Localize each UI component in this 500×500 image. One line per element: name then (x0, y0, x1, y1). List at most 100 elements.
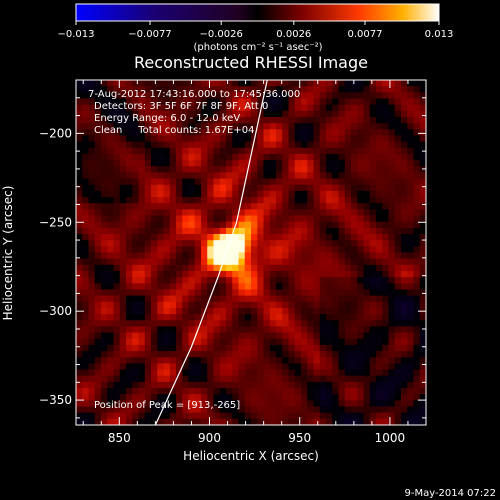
heatmap-cell (201, 190, 208, 198)
heatmap-cell (326, 320, 333, 327)
heatmap-cell (194, 277, 202, 284)
heatmap-cell (207, 320, 214, 327)
heatmap-cell (332, 116, 339, 124)
heatmap-cell (88, 295, 96, 303)
heatmap-cell (307, 234, 314, 241)
heatmap-cell (213, 80, 221, 87)
heatmap-cell (76, 344, 83, 352)
heatmap-cell (151, 270, 158, 278)
heatmap-cell (182, 314, 189, 321)
heatmap-cell (388, 209, 396, 217)
heatmap-cell (144, 344, 152, 352)
heatmap-cell (313, 240, 321, 247)
heatmap-cell (126, 86, 133, 93)
heatmap-cell (394, 116, 402, 124)
heatmap-cell (207, 86, 214, 93)
heatmap-cell (276, 227, 283, 235)
heatmap-cell (176, 135, 183, 143)
heatmap-cell (176, 129, 183, 136)
heatmap-cell (251, 246, 258, 253)
heatmap-cell (238, 277, 246, 284)
heatmap-cell (163, 197, 171, 204)
heatmap-cell (119, 258, 127, 266)
heatmap-cell (369, 203, 377, 210)
heatmap-cell (363, 209, 371, 217)
heatmap-cell (201, 240, 208, 247)
heatmap-cell (244, 412, 252, 420)
heatmap-cell (257, 92, 264, 99)
heatmap-cell (351, 369, 358, 377)
heatmap-cell (313, 172, 321, 180)
heatmap-cell (357, 104, 364, 112)
heatmap-cell (169, 178, 177, 186)
heatmap-cell (201, 338, 208, 346)
heatmap-cell (269, 307, 277, 315)
heatmap-cell (82, 129, 89, 136)
heatmap-cell (138, 357, 146, 364)
heatmap-cell (238, 135, 246, 143)
heatmap-cell (144, 190, 152, 198)
heatmap-cell (219, 209, 227, 217)
heatmap-cell (82, 92, 89, 99)
heatmap-cell (369, 270, 377, 278)
heatmap-cell (126, 98, 133, 106)
heatmap-cell (407, 98, 414, 106)
heatmap-cell (338, 295, 346, 303)
heatmap-cell (307, 184, 314, 192)
heatmap-cell (101, 178, 108, 186)
heatmap-cell (338, 369, 346, 377)
heatmap-cell (226, 197, 233, 204)
heatmap-cell (82, 307, 89, 315)
heatmap-cell (151, 246, 158, 253)
heatmap-cell (276, 92, 283, 99)
heatmap-cell (382, 258, 389, 266)
heatmap-cell (207, 166, 214, 173)
heatmap-cell (213, 246, 221, 253)
heatmap-cell (307, 141, 314, 149)
heatmap-cell (401, 246, 408, 253)
heatmap-cell (119, 326, 127, 334)
heatmap-cell (263, 203, 271, 210)
heatmap-cell (194, 388, 202, 395)
heatmap-cell (319, 264, 327, 272)
heatmap-cell (232, 270, 239, 278)
heatmap-cell (413, 314, 421, 321)
heatmap-cell (257, 234, 264, 241)
heatmap-cell (113, 270, 121, 278)
heatmap-cell (163, 314, 171, 321)
heatmap-cell (113, 116, 121, 124)
heatmap-cell (394, 141, 402, 149)
heatmap-cell (126, 190, 133, 198)
heatmap-cell (288, 197, 296, 204)
heatmap-cell (238, 178, 246, 186)
heatmap-cell (207, 283, 214, 290)
heatmap-cell (363, 388, 371, 395)
heatmap-cell (307, 406, 314, 414)
heatmap-cell (182, 369, 189, 377)
heatmap-cell (194, 147, 202, 155)
heatmap-cell (151, 307, 158, 315)
heatmap-cell (319, 86, 327, 93)
heatmap-cell (219, 141, 227, 149)
heatmap-cell (363, 203, 371, 210)
heatmap-cell (82, 172, 89, 180)
heatmap-cell (107, 363, 114, 371)
heatmap-cell (294, 357, 302, 364)
heatmap-cell (319, 283, 327, 290)
heatmap-cell (188, 110, 196, 118)
heatmap-cell (413, 153, 421, 161)
heatmap-cell (232, 369, 239, 377)
heatmap-cell (126, 110, 133, 118)
heatmap-cell (351, 394, 358, 401)
heatmap-cell (151, 388, 158, 395)
heatmap-cell (188, 394, 196, 401)
heatmap-cell (144, 184, 152, 192)
heatmap-cell (413, 369, 421, 377)
heatmap-cell (119, 320, 127, 327)
heatmap-cell (276, 301, 283, 309)
heatmap-cell (101, 270, 108, 278)
heatmap-cell (344, 141, 352, 149)
heatmap-cell (332, 283, 339, 290)
heatmap-cell (126, 184, 133, 192)
heatmap-cell (263, 406, 271, 414)
